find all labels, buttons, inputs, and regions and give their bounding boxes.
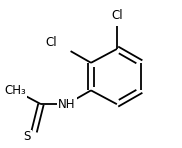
Text: Cl: Cl — [46, 36, 57, 49]
Text: S: S — [23, 130, 31, 143]
Text: Cl: Cl — [111, 9, 123, 22]
Text: NH: NH — [58, 98, 76, 111]
Text: CH₃: CH₃ — [4, 84, 26, 97]
